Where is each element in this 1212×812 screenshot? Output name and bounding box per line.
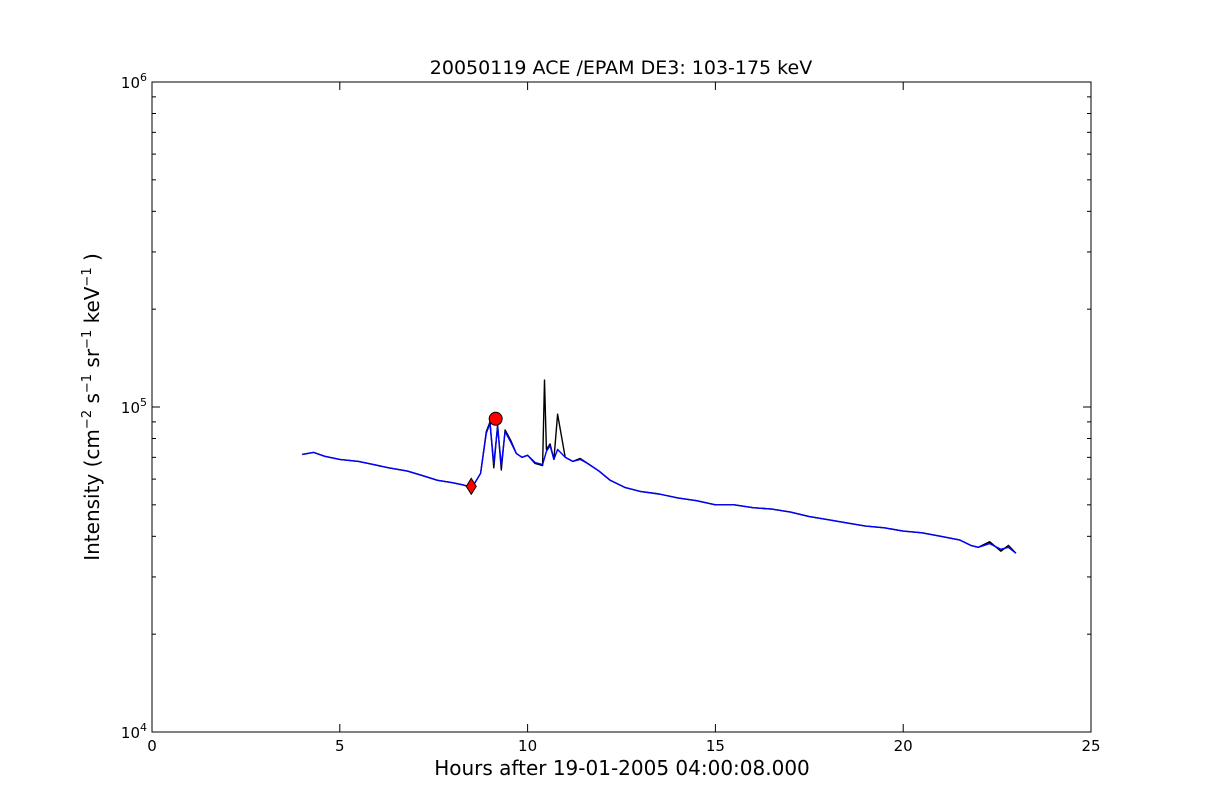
y-label-part: keV: [80, 286, 104, 330]
x-axis-label: Hours after 19-01-2005 04:00:08.000: [434, 756, 810, 780]
plot-frame: [151, 81, 1092, 733]
y-axis-label: Intensity (cm−2 s−1 sr−1 keV−1 ): [80, 253, 104, 561]
tick-layer: [151, 81, 1092, 733]
y-tick-label: 106: [121, 71, 147, 92]
y-label-part: ): [80, 253, 104, 267]
y-tick-base: 10: [121, 399, 140, 417]
x-tick-label: 15: [706, 737, 725, 755]
y-tick-label: 104: [121, 721, 147, 742]
y-tick-base: 10: [121, 724, 140, 742]
marker-layer: [465, 411, 503, 496]
x-tick-label: 25: [1081, 737, 1100, 755]
x-tick-labels: 0 5 10 15 20 25: [147, 737, 1100, 755]
y-label-exp: −1: [80, 330, 95, 349]
x-tick-label: 10: [518, 737, 537, 755]
y-tick-exponent: 4: [140, 721, 147, 734]
y-tick-labels: 104 105 106: [121, 71, 147, 742]
chart-title: 20050119 ACE /EPAM DE3: 103-175 keV: [430, 57, 812, 79]
y-label-exp: −1: [80, 267, 95, 286]
x-tick-label: 20: [894, 737, 913, 755]
diamond-marker: [465, 477, 477, 496]
y-label-exp: −2: [80, 410, 95, 429]
y-label-exp: −1: [80, 374, 95, 393]
series-layer: [302, 379, 1017, 554]
y-label-part: Intensity (cm: [80, 429, 104, 561]
x-tick-label: 0: [147, 737, 157, 755]
y-label-part: s: [80, 393, 104, 410]
y-tick-label: 105: [121, 396, 147, 417]
y-tick-base: 10: [121, 74, 140, 92]
y-tick-exponent: 6: [140, 71, 147, 84]
series-line-2: [302, 422, 1017, 554]
y-tick-exponent: 5: [140, 396, 147, 409]
y-label-part: sr: [80, 348, 104, 374]
x-tick-label: 5: [335, 737, 345, 755]
circle-marker: [488, 411, 503, 426]
